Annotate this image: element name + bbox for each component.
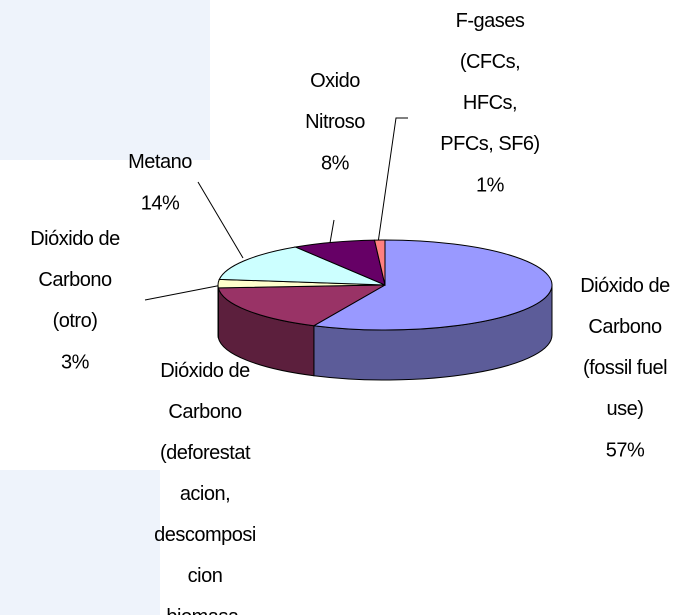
pie-sides (217, 284, 553, 381)
background-panel (0, 0, 210, 160)
value-label: 14% (141, 192, 180, 214)
value-label: 57% (606, 439, 645, 461)
pie (217, 239, 553, 381)
value-label: 3% (61, 351, 90, 373)
slice-label: Dióxido de Carbono (fossil fuel use) (580, 275, 670, 420)
leader-lines (144, 117, 408, 301)
value-label: 1% (476, 174, 505, 196)
slice (373, 239, 386, 286)
leader-line (329, 219, 335, 244)
value-label: 8% (321, 152, 350, 174)
slice-label: Dióxido de Carbono (otro) (30, 228, 120, 332)
slice-label: Dióxido de Carbono (deforestat acion, descom… (154, 360, 256, 615)
leader-line (144, 284, 223, 301)
background-panel (0, 470, 160, 615)
slice-label: Oxido Nitroso (305, 70, 365, 133)
leader-line (377, 117, 408, 244)
slice-label: F-gases (CFCs, HFCs, PFCs, SF6) (440, 10, 539, 155)
leader-line (197, 181, 244, 259)
slice-label: Metano (128, 151, 192, 173)
pie-tops (217, 239, 553, 331)
slice (217, 284, 386, 327)
slice (312, 239, 553, 331)
slice (218, 246, 386, 286)
